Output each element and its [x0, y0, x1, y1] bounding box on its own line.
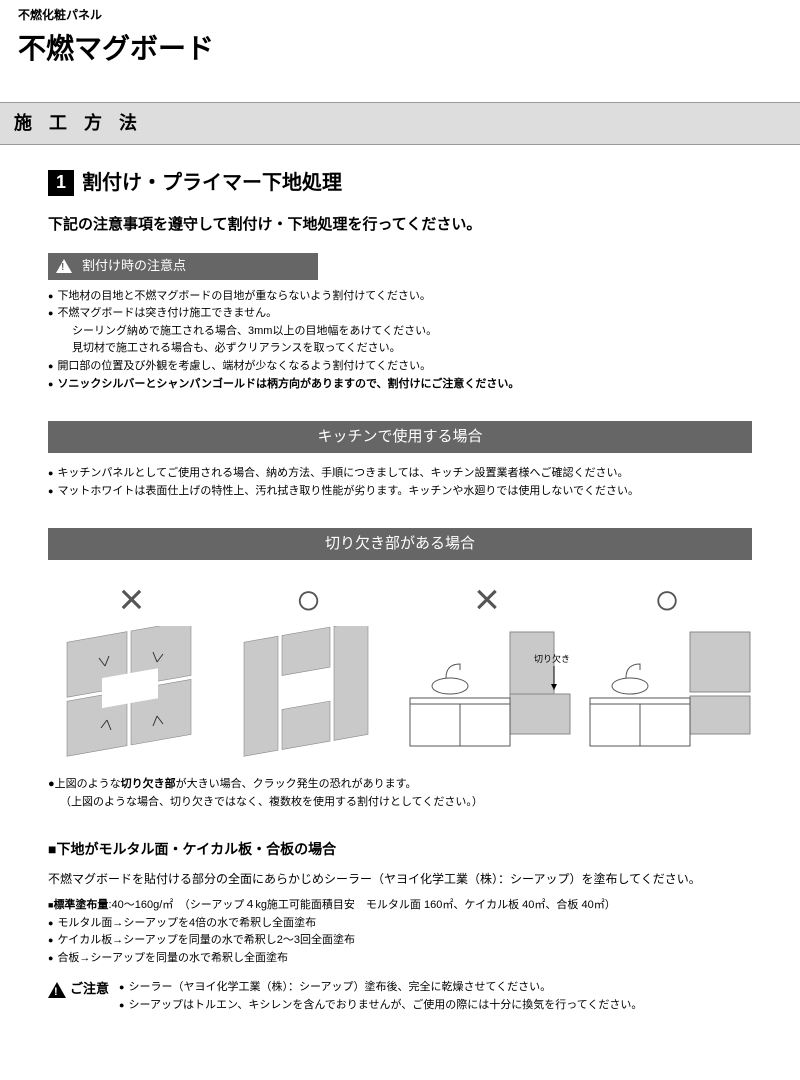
kitchen-bullet-list: キッチンパネルとしてご使用される場合、納め方法、手順につきましては、キッチン設置…: [48, 465, 752, 500]
caution-block: ご注意 シーラー（ヤヨイ化学工業（株）：シーアップ）塗布後、完全に乾燥させてくだ…: [48, 979, 752, 1014]
list-item: マットホワイトは表面仕上げの特性上、汚れ拭き取り性能が劣ります。キッチンや水廻り…: [48, 483, 752, 501]
list-item-sub: シーリング納めで施工される場合、3mm以上の目地幅をあけてください。: [48, 323, 752, 341]
step-heading-text: 割付け・プライマー下地処理: [82, 167, 342, 199]
substrate-paragraph: 不燃マグボードを貼付ける部分の全面にあらかじめシーラー（ヤヨイ化学工業（株）：シ…: [48, 870, 752, 889]
list-item-sub: 見切材で施工される場合も、必ずクリアランスを取ってください。: [48, 340, 752, 358]
step-heading: 1 割付け・プライマー下地処理: [48, 167, 752, 199]
diagram-bad-sink: × 切り欠き: [402, 578, 572, 766]
note-subtext: （上図のような場合、切り欠きではなく、複数枚を使用する割付けとしてください。）: [48, 796, 483, 808]
list-item: キッチンパネルとしてご使用される場合、納め方法、手順につきましては、キッチン設置…: [48, 465, 752, 483]
step-number-badge: 1: [48, 170, 74, 196]
x-mark-icon: ×: [48, 578, 215, 622]
caution-label: ご注意: [48, 979, 109, 1000]
list-item: 不燃マグボードは突き付け施工できません。: [48, 305, 752, 323]
note-text: 上図のような: [55, 778, 121, 790]
list-item: ソニックシルバーとシャンパンゴールドは柄方向がありますので、割付けにご注意くださ…: [48, 376, 752, 394]
warning-icon: [56, 259, 72, 273]
substrate-heading: ■下地がモルタル面・ケイカル板・合板の場合: [48, 838, 752, 860]
warning-label: 割付け時の注意点: [82, 256, 186, 277]
caution-bullet-list: シーラー（ヤヨイ化学工業（株）：シーアップ）塗布後、完全に乾燥させてください。 …: [119, 979, 642, 1014]
note-text-bold: 切り欠き部: [121, 778, 176, 790]
list-item: 開口部の位置及び外観を考慮し、端材が少なくなるよう割付けてください。: [48, 358, 752, 376]
list-text: :40～160g/㎡ （シーアップ４kg施工可能面積目安 モルタル面 160㎡、…: [108, 899, 615, 911]
bold-label: 標準塗布量: [53, 899, 108, 911]
list-item: シーアップはトルエン、キシレンを含んでおりませんが、ご使用の際には十分に換気を行…: [119, 997, 642, 1015]
substrate-bullet-list: ■標準塗布量:40～160g/㎡ （シーアップ４kg施工可能面積目安 モルタル面…: [48, 897, 752, 967]
method-header: 施 工 方 法: [0, 102, 800, 145]
cutout-note: ●上図のような切り欠き部が大きい場合、クラック発生の恐れがあります。 （上図のよ…: [48, 776, 752, 811]
kitchen-section-bar: キッチンで使用する場合: [48, 421, 752, 453]
warning-bar: 割付け時の注意点: [48, 253, 318, 280]
page-title: 不燃マグボード: [18, 27, 782, 72]
list-item: 下地材の目地と不燃マグボードの目地が重ならないよう割付けてください。: [48, 288, 752, 306]
o-mark-icon: ○: [225, 578, 392, 622]
lede-text: 下記の注意事項を遵守して割付け・下地処理を行ってください。: [48, 213, 752, 237]
cutout-callout-label: 切り欠き: [534, 653, 570, 664]
diagram-bad-panels: ×: [48, 578, 215, 766]
x-mark-icon: ×: [402, 578, 572, 622]
o-mark-icon: ○: [582, 578, 752, 622]
note-text: が大きい場合、クラック発生の恐れがあります。: [176, 778, 417, 790]
caution-label-text: ご注意: [70, 979, 109, 1000]
list-item: ■標準塗布量:40～160g/㎡ （シーアップ４kg施工可能面積目安 モルタル面…: [48, 897, 752, 915]
cutout-section-bar: 切り欠き部がある場合: [48, 528, 752, 560]
list-item: モルタル面→シーアップを4倍の水で希釈し全面塗布: [48, 915, 752, 933]
diagram-good-sink: ○: [582, 578, 752, 766]
list-item: 合板→シーアップを同量の水で希釈し全面塗布: [48, 950, 752, 968]
cutout-diagrams: ×: [48, 578, 752, 766]
pretitle: 不燃化粧パネル: [18, 0, 782, 25]
list-item: ケイカル板→シーアップを同量の水で希釈し2～3回全面塗布: [48, 932, 752, 950]
list-item: シーラー（ヤヨイ化学工業（株）：シーアップ）塗布後、完全に乾燥させてください。: [119, 979, 642, 997]
warning-bullet-list: 下地材の目地と不燃マグボードの目地が重ならないよう割付けてください。 不燃マグボ…: [48, 288, 752, 394]
diagram-good-panels: ○: [225, 578, 392, 766]
caution-icon: [48, 982, 66, 998]
